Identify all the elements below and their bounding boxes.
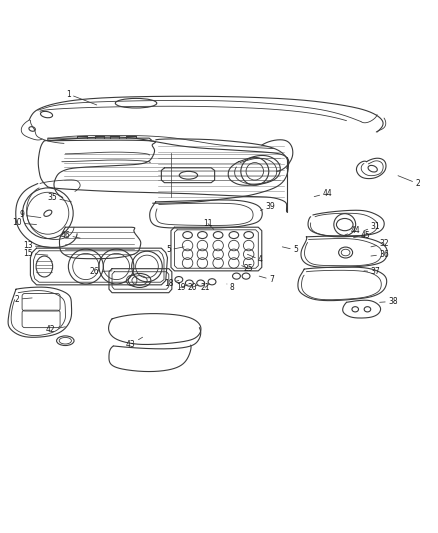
Text: 43: 43 xyxy=(126,337,143,349)
Text: 31: 31 xyxy=(364,222,380,231)
Text: 37: 37 xyxy=(364,267,380,276)
Text: 13: 13 xyxy=(23,241,49,250)
Text: 18: 18 xyxy=(164,279,179,288)
Text: 20: 20 xyxy=(187,283,198,292)
Text: 19: 19 xyxy=(176,283,187,292)
Text: 44: 44 xyxy=(345,226,360,235)
Text: 1: 1 xyxy=(66,90,97,105)
Text: 8: 8 xyxy=(227,283,234,292)
Text: 21: 21 xyxy=(200,283,210,292)
Text: 39: 39 xyxy=(261,202,276,211)
Text: 25: 25 xyxy=(242,264,254,273)
Text: 2: 2 xyxy=(398,176,420,188)
Text: 5: 5 xyxy=(283,245,298,254)
Text: 9: 9 xyxy=(19,211,41,220)
Text: 45: 45 xyxy=(353,231,370,239)
Text: 38: 38 xyxy=(380,297,398,306)
Text: 32: 32 xyxy=(371,239,389,248)
Text: 46: 46 xyxy=(60,231,80,239)
Text: 4: 4 xyxy=(247,254,263,264)
Text: 36: 36 xyxy=(371,250,389,259)
Text: 11: 11 xyxy=(203,219,214,229)
Text: 15: 15 xyxy=(23,249,48,258)
Text: 7: 7 xyxy=(259,275,274,284)
Text: 35: 35 xyxy=(47,193,71,202)
Text: 5: 5 xyxy=(166,245,184,254)
Text: 2: 2 xyxy=(15,295,32,304)
Text: 10: 10 xyxy=(12,219,36,228)
Text: 26: 26 xyxy=(90,267,112,276)
Text: 42: 42 xyxy=(46,325,65,334)
Text: 44: 44 xyxy=(314,189,332,198)
